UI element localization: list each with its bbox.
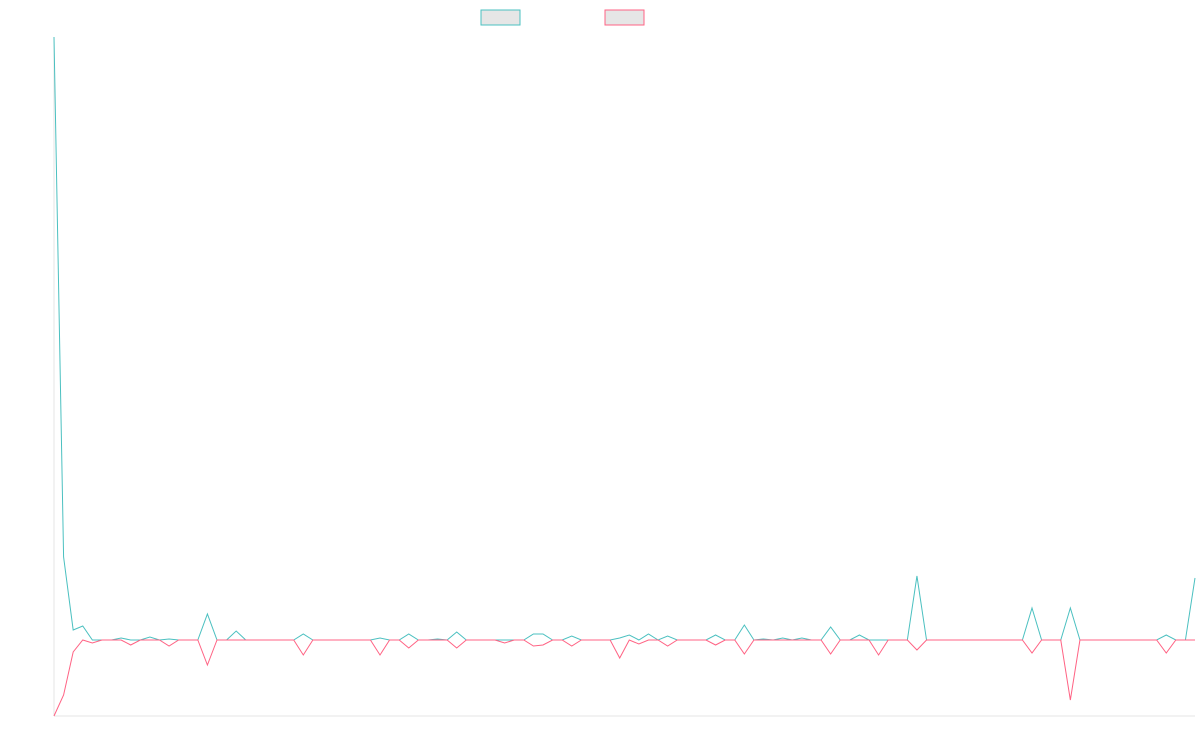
legend-swatch	[604, 9, 645, 26]
series-line	[53, 36, 1196, 641]
series-line	[53, 639, 1195, 717]
legend-swatch	[480, 9, 521, 26]
